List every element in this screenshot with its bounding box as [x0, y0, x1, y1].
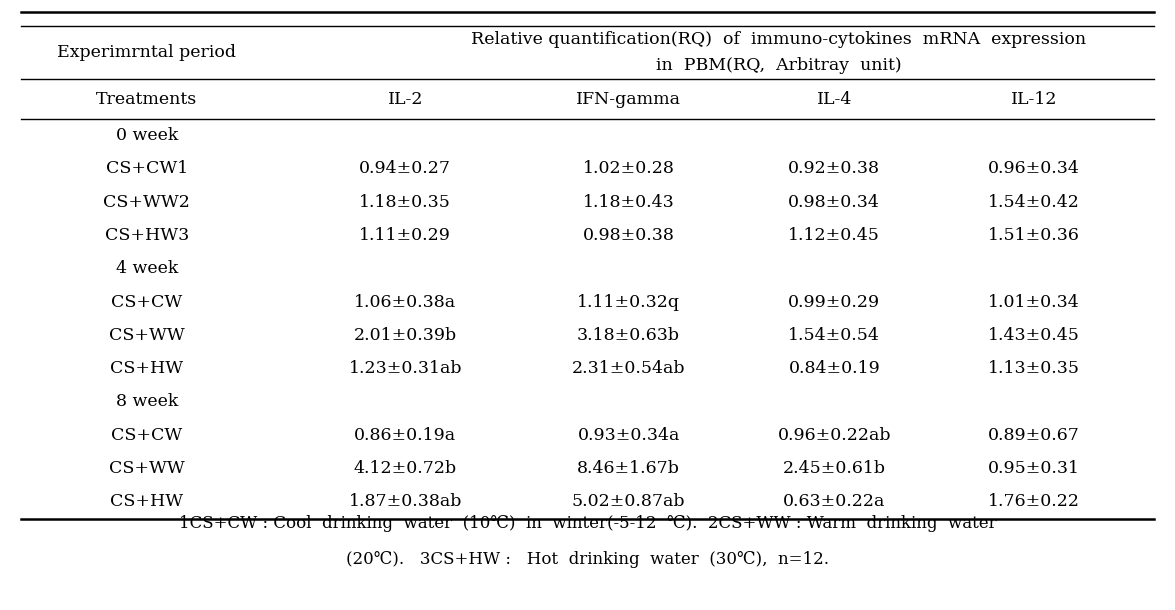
Text: IL-12: IL-12 [1010, 91, 1058, 107]
Text: 1.54±0.54: 1.54±0.54 [788, 327, 880, 344]
Text: 0.92±0.38: 0.92±0.38 [788, 160, 880, 178]
Text: 1.54±0.42: 1.54±0.42 [988, 194, 1080, 210]
Text: 2.31±0.54ab: 2.31±0.54ab [572, 360, 685, 377]
Text: CS+CW1: CS+CW1 [106, 160, 188, 178]
Text: 0.63±0.22a: 0.63±0.22a [783, 493, 886, 511]
Text: in  PBM(RQ,  Arbitray  unit): in PBM(RQ, Arbitray unit) [656, 57, 901, 74]
Text: CS+WW: CS+WW [109, 460, 184, 477]
Text: 3.18±0.63b: 3.18±0.63b [577, 327, 680, 344]
Text: 0.94±0.27: 0.94±0.27 [360, 160, 451, 178]
Text: 1.13±0.35: 1.13±0.35 [988, 360, 1080, 377]
Text: Treatments: Treatments [96, 91, 197, 107]
Text: 1.11±0.29: 1.11±0.29 [360, 227, 451, 244]
Text: 1.76±0.22: 1.76±0.22 [988, 493, 1080, 511]
Text: 0.96±0.34: 0.96±0.34 [988, 160, 1080, 178]
Text: 1.23±0.31ab: 1.23±0.31ab [349, 360, 462, 377]
Text: 0.98±0.34: 0.98±0.34 [788, 194, 880, 210]
Text: 0.93±0.34a: 0.93±0.34a [577, 427, 680, 443]
Text: 0.96±0.22ab: 0.96±0.22ab [778, 427, 891, 443]
Text: CS+CW: CS+CW [112, 293, 182, 310]
Text: 0.95±0.31: 0.95±0.31 [988, 460, 1080, 477]
Text: CS+HW3: CS+HW3 [105, 227, 189, 244]
Text: IFN-gamma: IFN-gamma [576, 91, 682, 107]
Text: Relative quantification(RQ)  of  immuno-cytokines  mRNA  expression: Relative quantification(RQ) of immuno-cy… [471, 30, 1086, 48]
Text: 8.46±1.67b: 8.46±1.67b [577, 460, 680, 477]
Text: 1.01±0.34: 1.01±0.34 [988, 293, 1080, 310]
Text: 0 week: 0 week [115, 127, 179, 144]
Text: 0.98±0.38: 0.98±0.38 [583, 227, 674, 244]
Text: 1.12±0.45: 1.12±0.45 [788, 227, 880, 244]
Text: 0.99±0.29: 0.99±0.29 [788, 293, 880, 310]
Text: 0.86±0.19a: 0.86±0.19a [355, 427, 456, 443]
Text: 4 week: 4 week [115, 260, 179, 278]
Text: 1.87±0.38ab: 1.87±0.38ab [349, 493, 462, 511]
Text: 4.12±0.72b: 4.12±0.72b [354, 460, 457, 477]
Text: 2.01±0.39b: 2.01±0.39b [354, 327, 457, 344]
Text: 1.11±0.32q: 1.11±0.32q [577, 293, 680, 310]
Text: CS+WW2: CS+WW2 [103, 194, 190, 210]
Text: 1.02±0.28: 1.02±0.28 [583, 160, 674, 178]
Text: CS+HW: CS+HW [110, 360, 183, 377]
Text: CS+CW: CS+CW [112, 427, 182, 443]
Text: IL-2: IL-2 [388, 91, 423, 107]
Text: 1.06±0.38a: 1.06±0.38a [355, 293, 456, 310]
Text: 2.45±0.61b: 2.45±0.61b [783, 460, 886, 477]
Text: CS+HW: CS+HW [110, 493, 183, 511]
Text: (20℃).   3CS+HW :   Hot  drinking  water  (30℃),  n=12.: (20℃). 3CS+HW : Hot drinking water (30℃)… [345, 551, 830, 568]
Text: 5.02±0.87ab: 5.02±0.87ab [572, 493, 685, 511]
Text: 0.84±0.19: 0.84±0.19 [788, 360, 880, 377]
Text: 8 week: 8 week [115, 393, 179, 411]
Text: CS+WW: CS+WW [109, 327, 184, 344]
Text: 0.89±0.67: 0.89±0.67 [988, 427, 1080, 443]
Text: IL-4: IL-4 [817, 91, 852, 107]
Text: 1.18±0.35: 1.18±0.35 [360, 194, 451, 210]
Text: Experimrntal period: Experimrntal period [58, 44, 236, 61]
Text: 1.18±0.43: 1.18±0.43 [583, 194, 674, 210]
Text: 1CS+CW : Cool  drinking  water  (10℃)  in  winter(-5-12  ℃).  2CS+WW : Warm  dri: 1CS+CW : Cool drinking water (10℃) in wi… [179, 515, 996, 531]
Text: 1.43±0.45: 1.43±0.45 [988, 327, 1080, 344]
Text: 1.51±0.36: 1.51±0.36 [988, 227, 1080, 244]
